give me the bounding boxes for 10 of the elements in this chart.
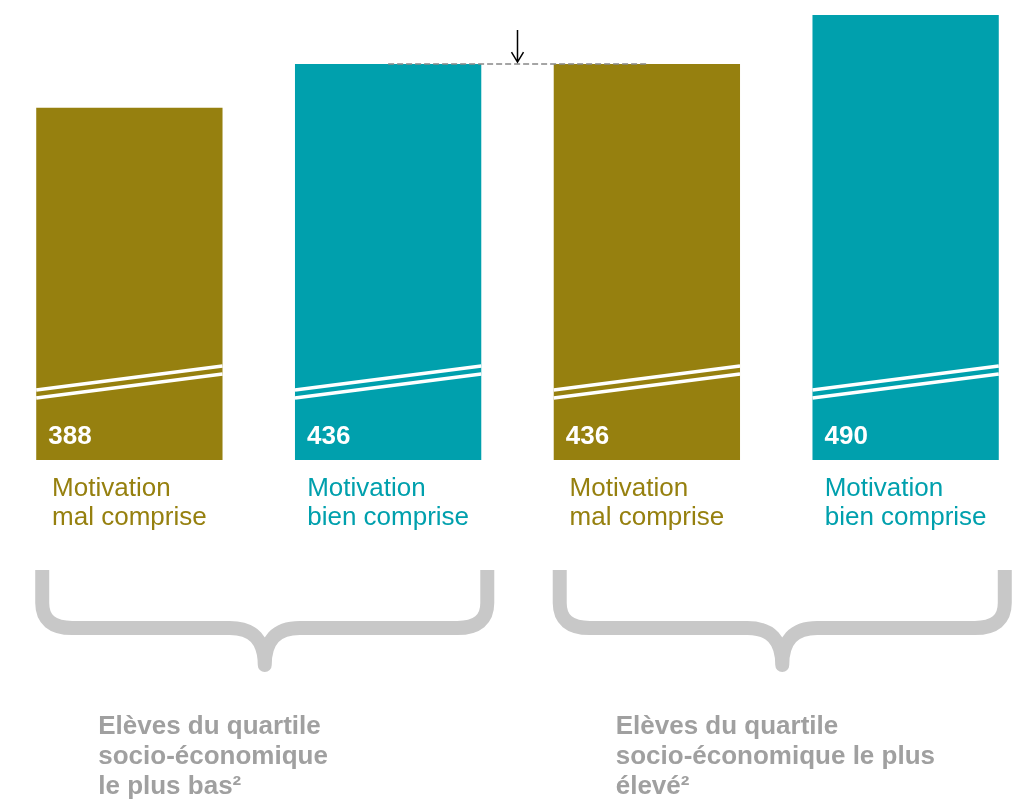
data-label: 490 [824,420,868,450]
text: Elèves du quartile socio-économique le plus élevé² [615,710,936,800]
x-tick-label: Motivation bien comprise [824,471,987,531]
data-label: 436 [306,420,351,450]
text: Elèves du quartile socio-économique le plus bas² [98,710,328,800]
x-tick-label: Motivation bien comprise [307,471,470,531]
data-label: 388 [48,420,92,450]
x-tick-label: Motivation mal comprise [569,471,725,531]
data-label: 436 [565,420,610,450]
x-tick-label: Motivation mal comprise [52,471,207,531]
